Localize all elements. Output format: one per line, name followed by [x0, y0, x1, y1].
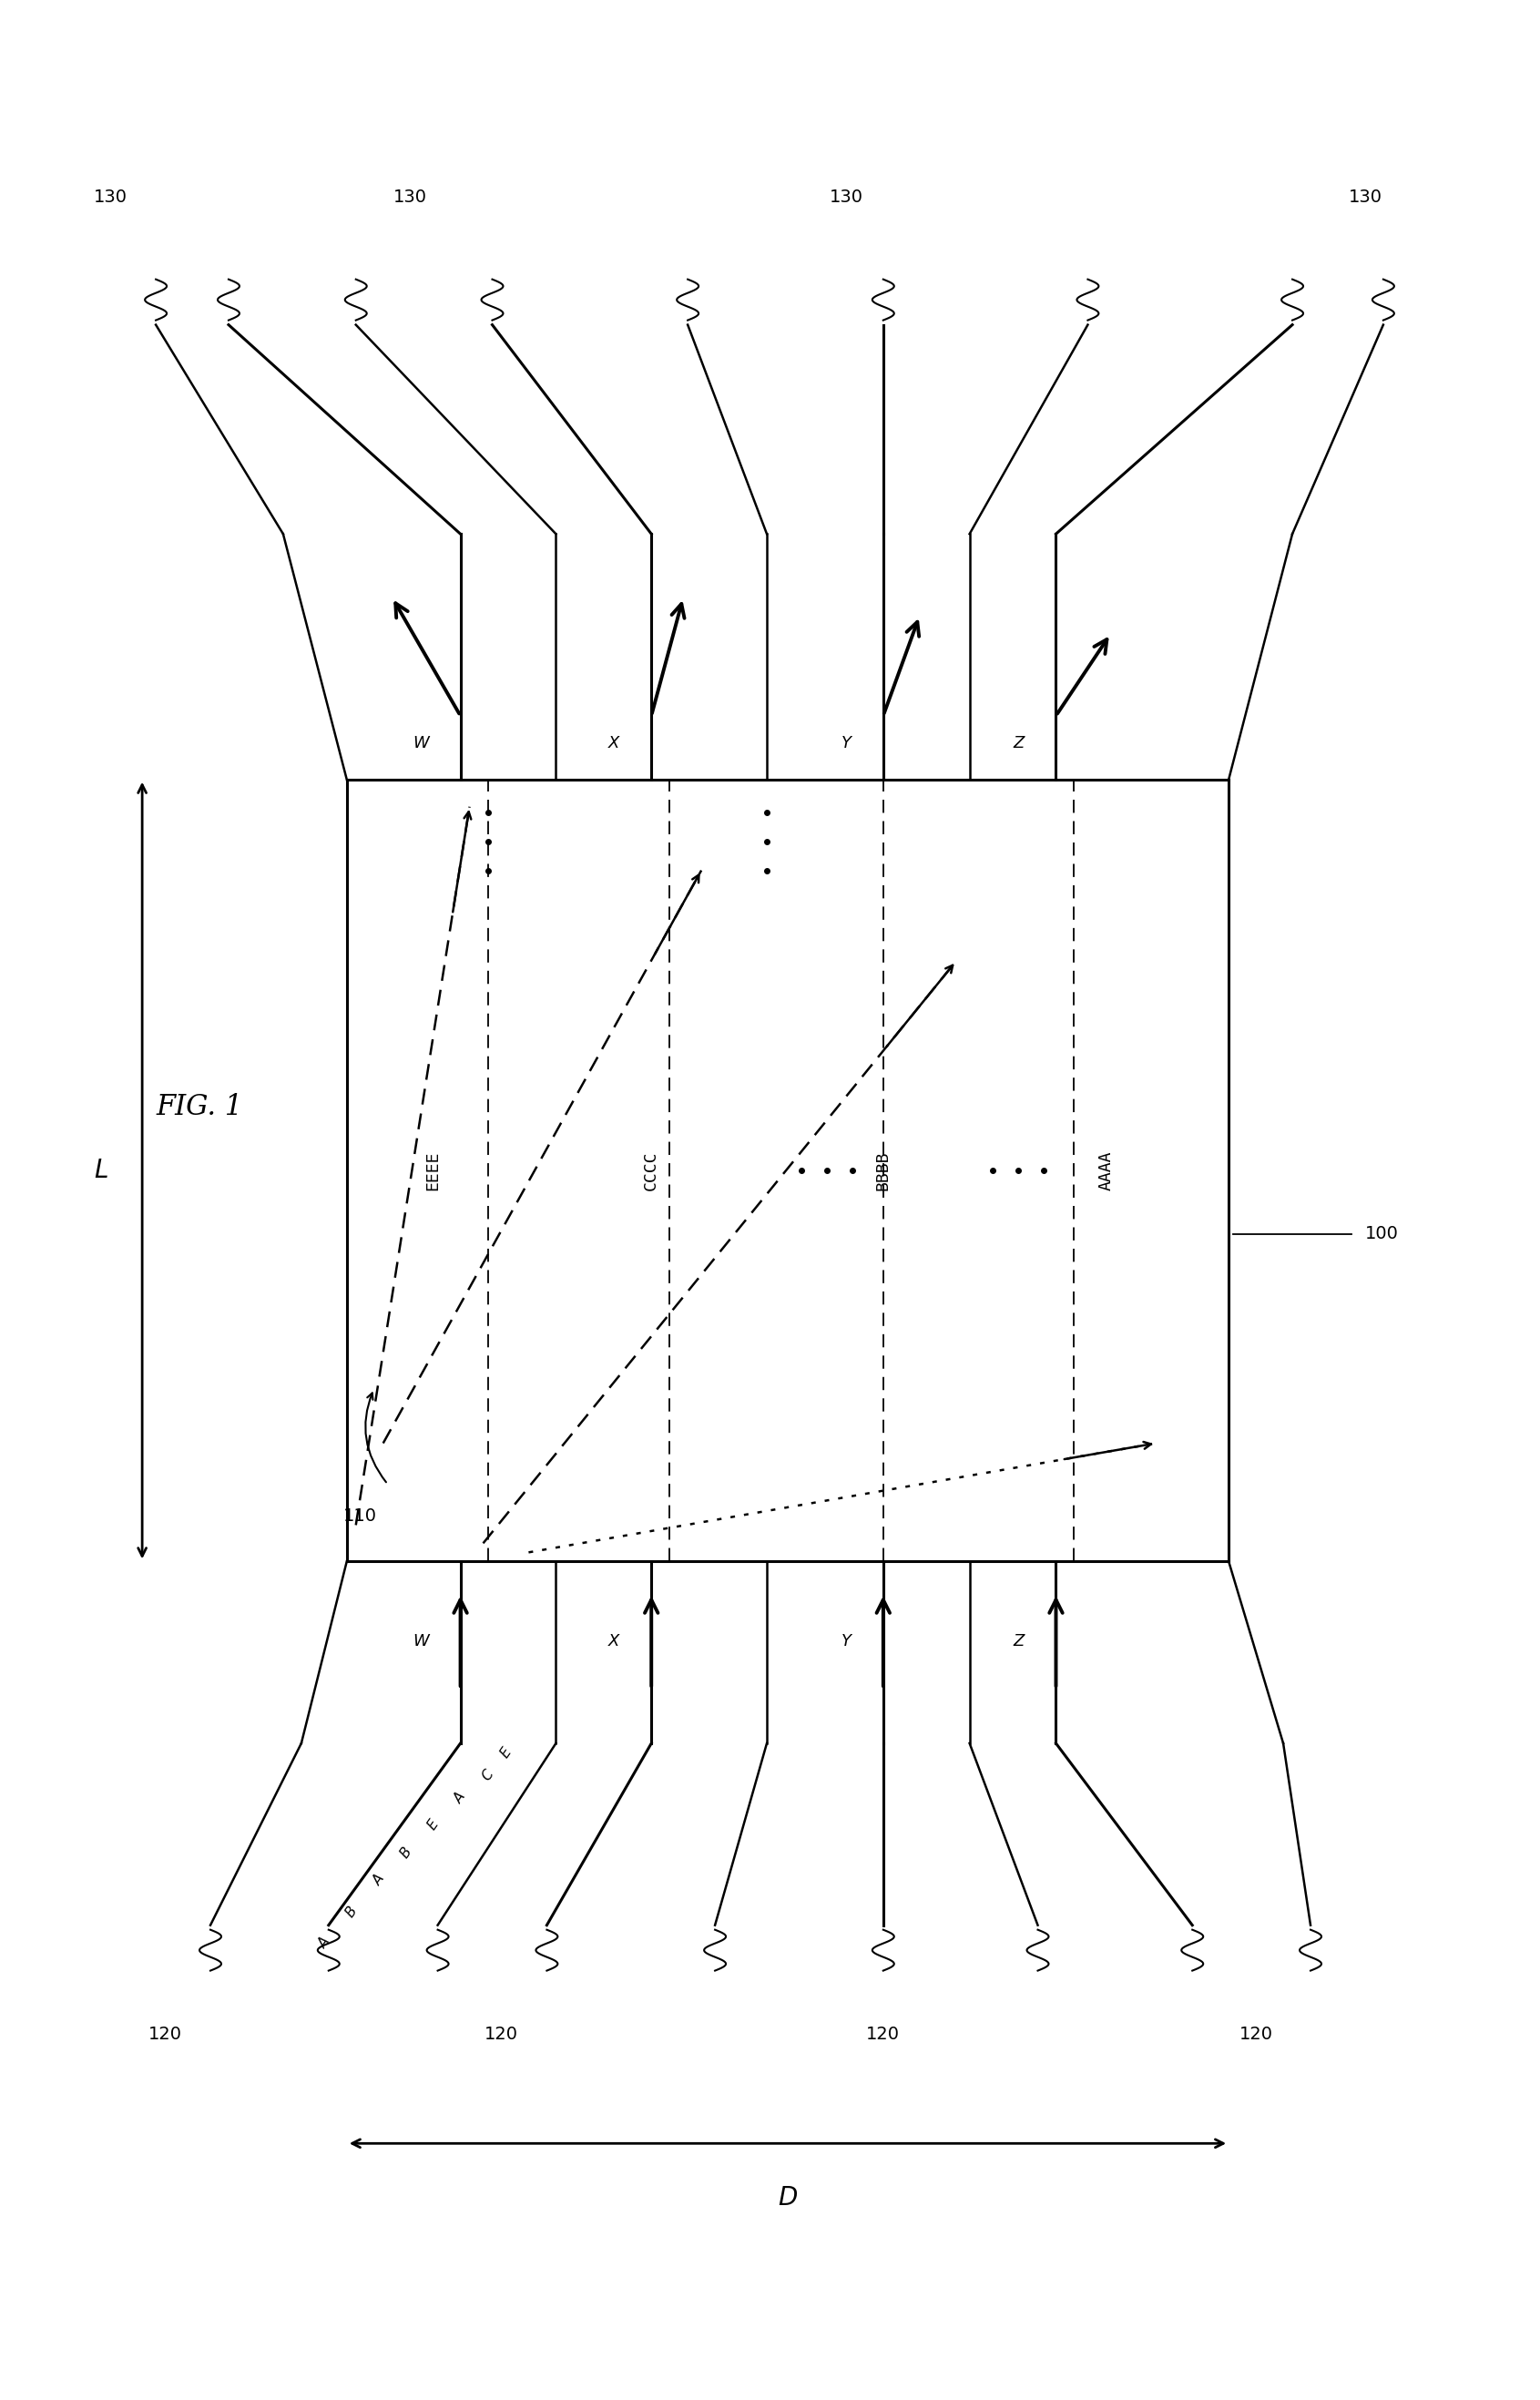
Text: X: X: [608, 1632, 619, 1649]
Text: W: W: [413, 1632, 428, 1649]
Text: FIG. 1: FIG. 1: [156, 1092, 243, 1121]
Text: C: C: [479, 1766, 496, 1783]
Text: E: E: [425, 1817, 442, 1834]
Text: B: B: [397, 1846, 414, 1860]
Text: Y: Y: [841, 1632, 852, 1649]
Text: Z: Z: [1013, 1632, 1024, 1649]
Text: 130: 130: [830, 190, 864, 206]
Text: 130: 130: [94, 190, 128, 206]
Text: W: W: [413, 734, 428, 751]
Text: B: B: [343, 1903, 360, 1920]
Text: EEEE: EEEE: [425, 1150, 442, 1190]
Text: 120: 120: [148, 2026, 182, 2042]
Text: X: X: [608, 734, 619, 751]
Text: 120: 120: [867, 2026, 899, 2042]
Text: Z: Z: [1013, 734, 1024, 751]
Text: 120: 120: [1240, 2026, 1274, 2042]
Text: D: D: [778, 2186, 798, 2210]
Text: 130: 130: [1348, 190, 1381, 206]
Text: A: A: [316, 1934, 333, 1951]
Text: 130: 130: [394, 190, 427, 206]
Text: A: A: [370, 1872, 387, 1886]
Text: 110: 110: [343, 1507, 377, 1524]
Text: 100: 100: [1364, 1226, 1398, 1243]
Text: A: A: [453, 1790, 468, 1805]
Text: L: L: [94, 1157, 108, 1183]
Text: BBBB: BBBB: [875, 1150, 892, 1190]
Text: CCCC: CCCC: [644, 1150, 659, 1190]
Text: AAAA: AAAA: [1098, 1150, 1113, 1190]
Text: 120: 120: [485, 2026, 517, 2042]
Text: Y: Y: [841, 734, 852, 751]
Text: E: E: [497, 1745, 514, 1759]
